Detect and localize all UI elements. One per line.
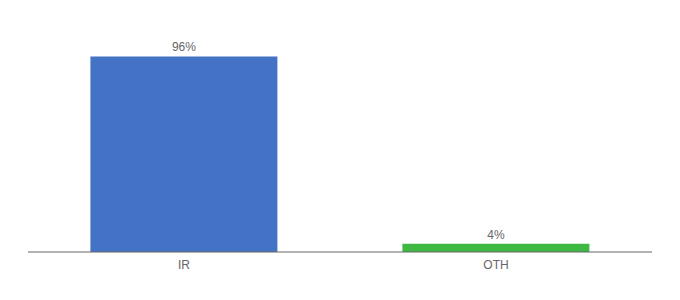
svg-text:OTH: OTH: [483, 258, 508, 272]
svg-text:4%: 4%: [487, 228, 505, 242]
svg-text:IR: IR: [178, 258, 190, 272]
svg-text:96%: 96%: [172, 40, 196, 54]
